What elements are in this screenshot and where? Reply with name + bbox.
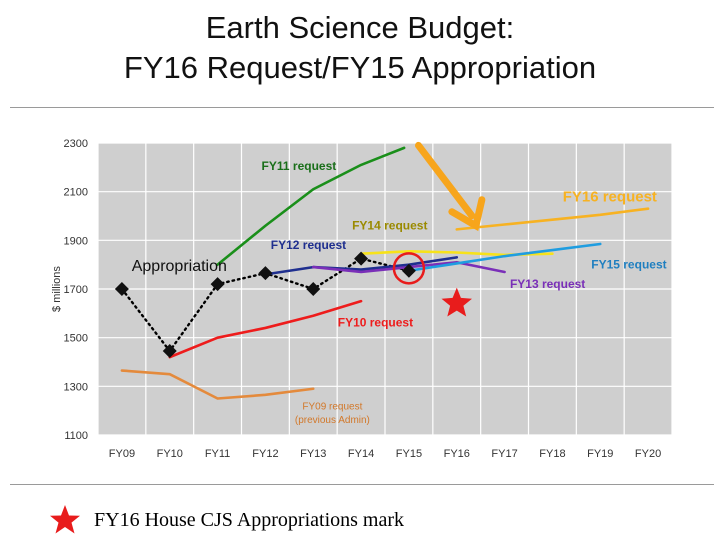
x-tick-label: FY16 bbox=[444, 448, 470, 460]
y-tick-label: 1900 bbox=[64, 235, 88, 247]
x-tick-label: FY17 bbox=[491, 448, 517, 460]
data-point-marker bbox=[306, 282, 321, 296]
page-title: Earth Science Budget: FY16 Request/FY15 … bbox=[0, 8, 720, 88]
highlight-circle bbox=[392, 252, 426, 285]
series-line bbox=[168, 299, 363, 359]
title-line-1: Earth Science Budget: bbox=[205, 10, 515, 45]
x-tick-label: FY18 bbox=[539, 448, 565, 460]
callout-arrow-shaft bbox=[414, 141, 476, 220]
y-tick-label: 1500 bbox=[64, 333, 88, 345]
y-tick-label: 2100 bbox=[64, 187, 88, 199]
house-mark-star bbox=[441, 287, 472, 317]
data-point-marker bbox=[354, 251, 369, 266]
series-annotation: FY11 request bbox=[262, 159, 337, 173]
y-tick-label: 1100 bbox=[64, 430, 88, 442]
x-tick-label: FY20 bbox=[635, 448, 661, 460]
x-tick-label: FY10 bbox=[157, 448, 183, 460]
x-tick-label: FY19 bbox=[587, 448, 613, 460]
x-tick-label: FY09 bbox=[109, 448, 135, 460]
y-axis-label: $ millions bbox=[51, 266, 63, 312]
x-tick-label: FY12 bbox=[252, 448, 278, 460]
series-annotation: FY14 request bbox=[352, 218, 427, 232]
series-line bbox=[407, 242, 602, 273]
series-annotation: FY09 request bbox=[302, 401, 362, 412]
x-tick-label: FY14 bbox=[348, 448, 374, 460]
y-tick-label: 1300 bbox=[64, 381, 88, 393]
budget-chart: 1100 1300 1500 1700 1900 2100 2300 FY09 FY10 FY11… bbox=[51, 138, 673, 460]
x-tick-label: FY11 bbox=[205, 448, 230, 460]
series-annotation: Appropriation bbox=[132, 258, 227, 275]
data-point-marker bbox=[162, 344, 177, 359]
series-annotation: FY10 request bbox=[338, 316, 413, 330]
data-point-marker bbox=[114, 282, 129, 296]
bottom-rule bbox=[10, 484, 714, 485]
series-annotation: FY15 request bbox=[591, 257, 666, 271]
data-point-marker bbox=[258, 266, 273, 281]
series-annotation: (previous Admin) bbox=[295, 415, 370, 426]
series-line bbox=[455, 207, 650, 231]
title-line-2: FY16 Request/FY15 Appropriation bbox=[123, 50, 597, 85]
series-line bbox=[120, 369, 315, 400]
series-annotation: FY16 request bbox=[563, 188, 657, 205]
y-tick-label: 1700 bbox=[64, 284, 88, 296]
x-tick-label: FY15 bbox=[396, 448, 422, 460]
y-tick-label: 2300 bbox=[64, 138, 88, 150]
series-line bbox=[264, 256, 459, 276]
footer-legend: FY16 House CJS Appropriations mark bbox=[48, 500, 404, 540]
series-annotation: FY12 request bbox=[271, 238, 346, 252]
red-star-icon bbox=[50, 505, 80, 534]
footer-legend-label: FY16 House CJS Appropriations mark bbox=[94, 508, 404, 531]
x-tick-label: FY13 bbox=[300, 448, 326, 460]
top-rule bbox=[10, 107, 714, 108]
callout-arrow-head bbox=[448, 196, 486, 232]
data-point-marker bbox=[401, 263, 416, 278]
data-point-marker bbox=[210, 277, 225, 292]
series-annotation: FY13 request bbox=[510, 277, 585, 291]
series-line bbox=[216, 146, 406, 266]
